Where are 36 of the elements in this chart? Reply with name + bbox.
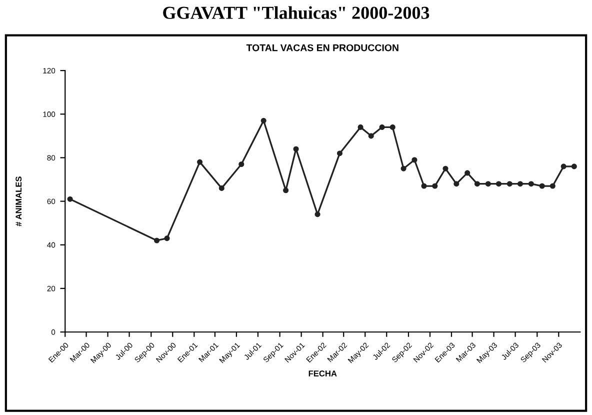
x-axis-title: FECHA bbox=[308, 370, 337, 376]
chart-subtitle: TOTAL VACAS EN PRODUCCION bbox=[246, 44, 398, 52]
point bbox=[218, 185, 224, 191]
point bbox=[260, 118, 266, 124]
point bbox=[454, 181, 460, 187]
point bbox=[571, 164, 577, 170]
chart-title: GGAVATT "Tlahuicas" 2000-2003 bbox=[163, 6, 430, 20]
point bbox=[390, 124, 396, 130]
point bbox=[358, 124, 364, 130]
point bbox=[238, 161, 244, 168]
point bbox=[154, 238, 160, 244]
point bbox=[432, 183, 438, 189]
point bbox=[464, 170, 470, 176]
point bbox=[293, 146, 299, 152]
point bbox=[314, 212, 320, 218]
point bbox=[506, 181, 512, 187]
point bbox=[67, 196, 73, 202]
point bbox=[412, 157, 418, 163]
point bbox=[368, 133, 374, 139]
point bbox=[379, 124, 385, 130]
point bbox=[528, 181, 534, 187]
point bbox=[164, 236, 170, 242]
point bbox=[496, 181, 502, 187]
point bbox=[400, 166, 406, 172]
point bbox=[485, 181, 491, 187]
point bbox=[283, 188, 289, 194]
point bbox=[197, 159, 203, 165]
point bbox=[517, 181, 524, 187]
point bbox=[539, 183, 545, 189]
y-axis-title: # ANIMALES bbox=[16, 176, 22, 226]
point bbox=[421, 183, 427, 189]
point bbox=[474, 181, 480, 187]
point bbox=[442, 166, 448, 172]
point bbox=[336, 150, 343, 156]
point bbox=[560, 164, 566, 170]
point bbox=[550, 183, 556, 189]
